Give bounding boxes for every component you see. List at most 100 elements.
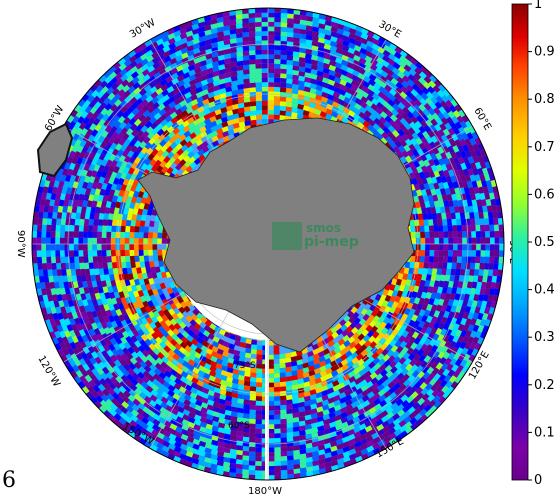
data-cell	[248, 460, 256, 466]
data-cell	[55, 231, 61, 238]
data-cell	[352, 311, 360, 320]
data-cell	[280, 45, 288, 51]
data-cell	[56, 262, 62, 270]
data-cell	[280, 432, 288, 438]
data-cell	[280, 50, 288, 56]
data-cell	[293, 454, 301, 460]
data-cell	[293, 18, 301, 25]
data-cell	[161, 232, 167, 239]
data-cell	[97, 225, 103, 232]
data-cell	[159, 266, 166, 273]
data-cell	[152, 238, 158, 244]
data-cell	[316, 341, 325, 348]
data-cell	[255, 386, 263, 392]
data-cell	[249, 395, 257, 401]
data-cell	[470, 218, 476, 226]
data-cell	[185, 315, 193, 323]
data-cell	[147, 238, 153, 244]
data-cell	[101, 225, 108, 232]
data-cell	[101, 244, 107, 251]
data-cell	[255, 405, 262, 411]
data-cell	[255, 59, 262, 64]
data-cell	[157, 232, 163, 239]
data-cell	[286, 73, 293, 80]
data-cell	[286, 413, 294, 419]
data-cell	[428, 225, 435, 232]
data-cell	[280, 26, 288, 32]
data-cell	[428, 256, 435, 263]
data-cell	[255, 72, 262, 78]
data-cell	[459, 268, 466, 276]
data-cell	[280, 82, 287, 88]
data-cell	[73, 237, 79, 244]
data-cell	[255, 465, 262, 471]
data-cell	[192, 308, 200, 316]
data-cell	[255, 428, 262, 434]
data-cell	[261, 31, 268, 36]
data-cell	[268, 63, 275, 69]
data-cell	[139, 261, 146, 268]
data-cell	[438, 256, 444, 263]
data-cell	[74, 262, 80, 270]
data-cell	[106, 244, 111, 251]
data-cell	[218, 328, 226, 336]
data-cell	[129, 244, 135, 251]
data-cell	[157, 226, 163, 233]
data-cell	[268, 58, 275, 64]
data-cell	[139, 226, 145, 233]
data-cell	[451, 262, 457, 270]
data-cell	[236, 435, 244, 442]
data-cell	[487, 269, 494, 277]
data-cell	[229, 333, 236, 340]
data-cell	[236, 51, 244, 57]
data-cell	[46, 224, 52, 232]
data-cell	[455, 268, 461, 276]
data-cell	[255, 54, 262, 60]
data-cell	[348, 316, 356, 324]
data-cell	[261, 77, 268, 83]
data-cell	[273, 114, 280, 120]
data-cell	[274, 410, 281, 416]
data-cell	[285, 394, 293, 401]
data-cell	[292, 65, 300, 71]
data-cell	[80, 268, 86, 276]
data-cell	[242, 436, 250, 443]
data-cell	[410, 231, 416, 239]
data-cell	[242, 45, 250, 52]
data-cell	[471, 231, 477, 238]
data-cell	[202, 330, 211, 338]
data-cell	[425, 244, 430, 251]
data-cell	[185, 300, 193, 308]
data-cell	[248, 451, 256, 457]
data-cell	[428, 219, 434, 226]
data-cell	[52, 269, 58, 277]
data-cell	[84, 268, 91, 276]
data-cell	[286, 422, 294, 429]
data-cell	[274, 45, 281, 51]
data-cell	[460, 218, 467, 226]
data-cell	[59, 244, 65, 251]
data-cell	[284, 352, 292, 359]
data-cell	[447, 225, 453, 232]
data-cell	[242, 64, 250, 70]
data-cell	[273, 354, 280, 360]
data-cell	[255, 96, 263, 102]
data-cell	[88, 256, 94, 263]
data-cell	[350, 306, 358, 314]
data-cell	[92, 231, 98, 238]
data-cell	[354, 301, 362, 310]
data-cell	[279, 367, 286, 373]
data-cell	[47, 211, 53, 219]
data-cell	[143, 244, 148, 250]
data-cell	[166, 287, 174, 295]
data-cell	[286, 446, 294, 452]
data-cell	[176, 296, 184, 304]
data-cell	[292, 46, 300, 53]
data-cell	[139, 220, 146, 227]
data-cell	[250, 115, 257, 121]
data-cell	[285, 106, 293, 112]
data-cell	[442, 256, 448, 263]
data-cell	[249, 82, 256, 88]
data-cell	[429, 250, 435, 257]
data-cell	[133, 237, 139, 244]
